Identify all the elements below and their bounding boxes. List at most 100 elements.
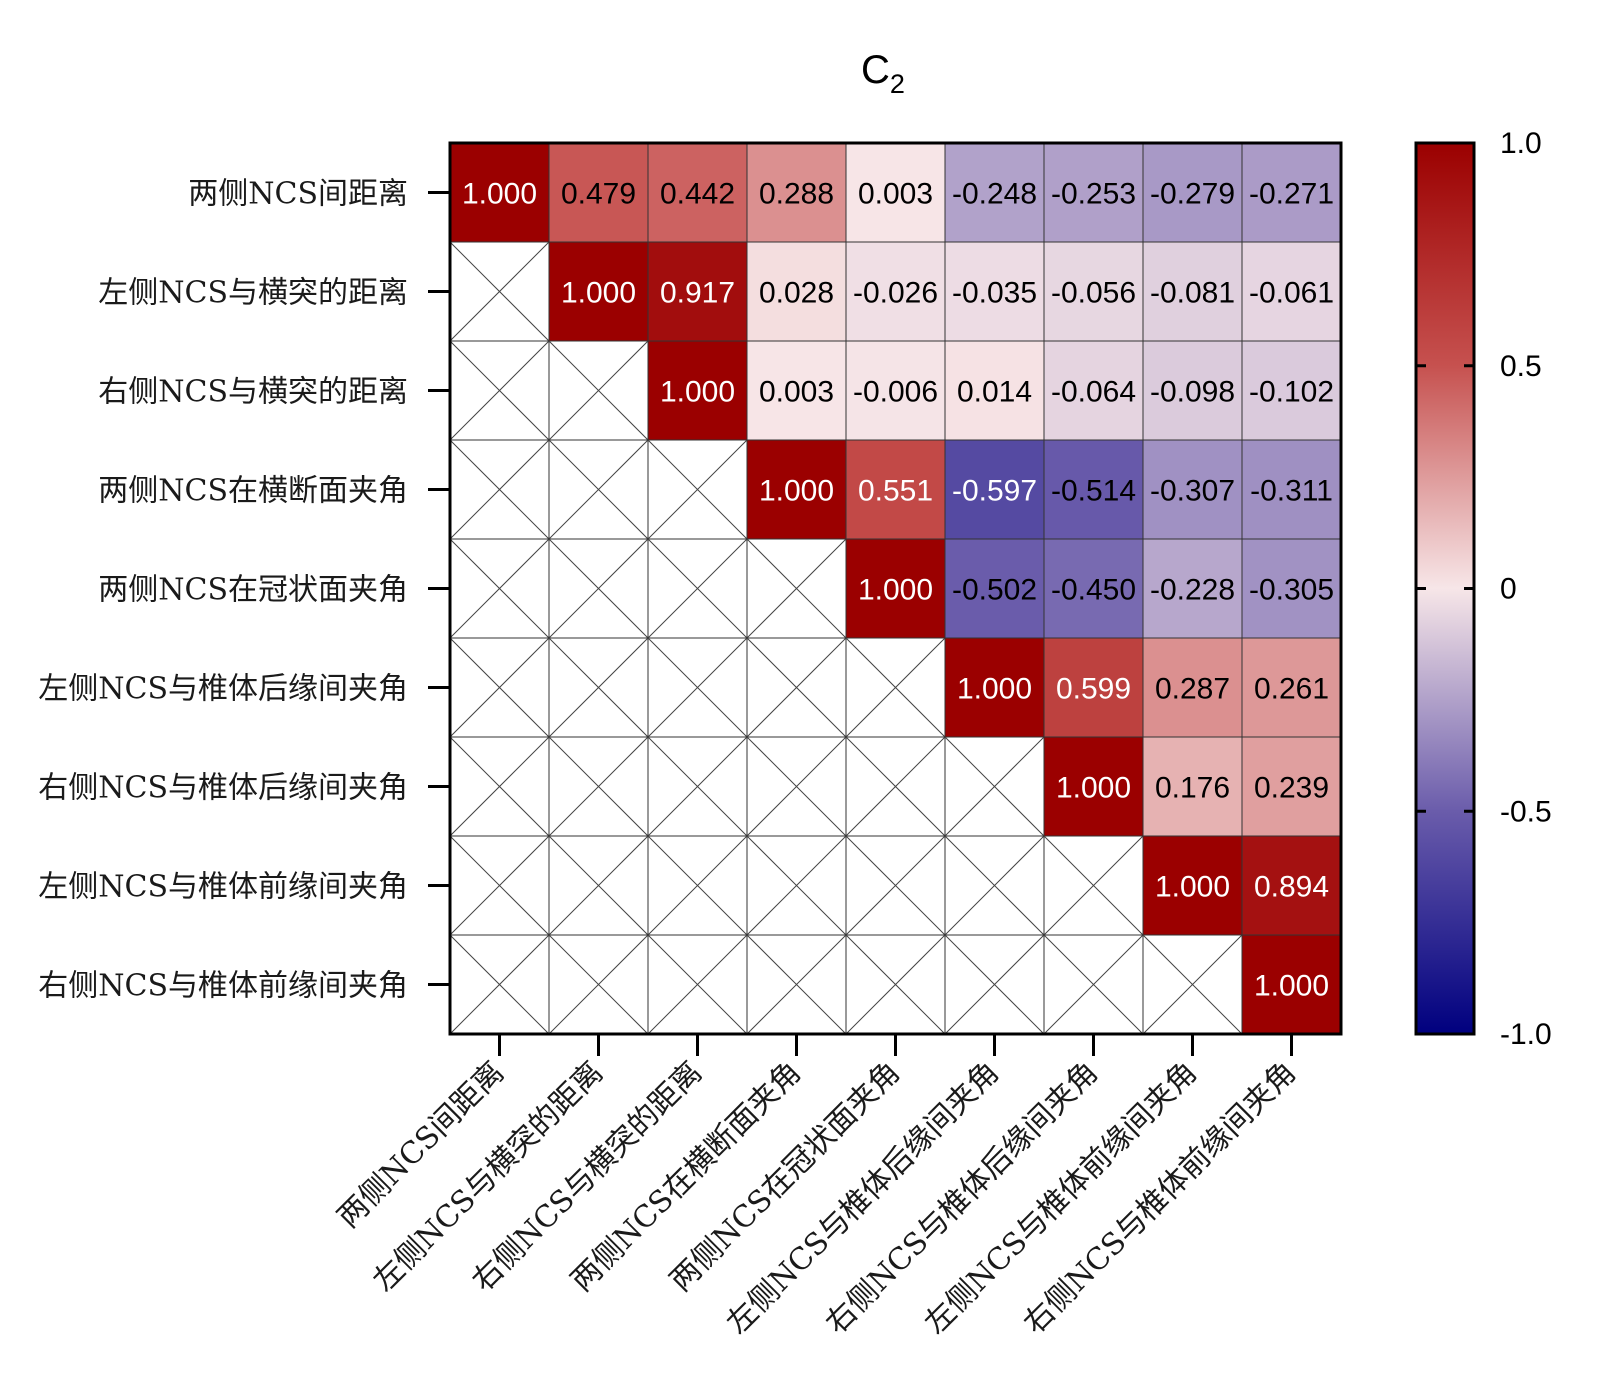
empty-cell-cross <box>449 538 550 639</box>
heatmap-cell-value: -0.502 <box>952 574 1037 607</box>
empty-cell-cross <box>944 736 1045 837</box>
empty-cell-cross <box>845 934 946 1035</box>
heatmap-cell: -0.271 <box>1241 142 1342 243</box>
empty-cell <box>449 736 550 837</box>
heatmap-cell-fill <box>944 340 1045 441</box>
empty-cell-cross <box>548 538 649 639</box>
heatmap-cell-fill <box>944 637 1045 738</box>
row-label: 左侧NCS与横突的距离 <box>98 276 408 311</box>
heatmap-cell-value: 0.287 <box>1155 673 1230 706</box>
heatmap-cell-fill <box>845 241 946 342</box>
heatmap-cell: 1.000 <box>449 142 550 243</box>
heatmap-cell-fill <box>1142 241 1243 342</box>
chart-title: C2 <box>861 48 905 99</box>
heatmap-cell: 0.176 <box>1142 736 1243 837</box>
empty-cell <box>1043 835 1144 936</box>
heatmap-cell-value: -0.514 <box>1051 475 1136 508</box>
heatmap-cell: 0.014 <box>944 340 1045 441</box>
heatmap-cell-value: 1.000 <box>1155 871 1230 904</box>
colorbar-tick-label: -0.5 <box>1500 795 1552 828</box>
empty-cell-cross <box>647 538 748 639</box>
chart-title-main: C <box>861 48 890 92</box>
heatmap-cell-value: 0.479 <box>561 178 636 211</box>
heatmap-cell-value: 0.003 <box>759 376 834 409</box>
heatmap-cell-value: 0.028 <box>759 277 834 310</box>
row-label: 右侧NCS与椎体后缘间夹角 <box>38 771 408 806</box>
heatmap-cell-value: 0.261 <box>1254 673 1329 706</box>
heatmap-cell: 0.599 <box>1043 637 1144 738</box>
heatmap-cell-value: 0.014 <box>957 376 1032 409</box>
empty-cell-cross <box>1142 934 1243 1035</box>
heatmap-cell-value: -0.311 <box>1250 475 1333 508</box>
heatmap-cell-value: 1.000 <box>858 574 933 607</box>
heatmap-cell-value: -0.253 <box>1051 178 1136 211</box>
heatmap-cell-value: 0.599 <box>1056 673 1131 706</box>
empty-cell <box>845 934 946 1035</box>
empty-cell-cross <box>449 934 550 1035</box>
heatmap-cell-fill <box>845 142 946 243</box>
heatmap-cell: -0.006 <box>845 340 946 441</box>
empty-cell <box>647 538 748 639</box>
heatmap-cell-fill <box>1241 637 1342 738</box>
empty-cell <box>647 637 748 738</box>
heatmap-cell-fill <box>1142 538 1243 639</box>
heatmap-cell: -0.307 <box>1142 439 1243 540</box>
heatmap-cell-value: -0.102 <box>1249 376 1334 409</box>
heatmap-cell-value: -0.098 <box>1150 376 1235 409</box>
heatmap-cell: 0.479 <box>548 142 649 243</box>
heatmap-cell: 0.917 <box>647 241 748 342</box>
heatmap-cell-value: 1.000 <box>1056 772 1131 805</box>
empty-cell <box>449 934 550 1035</box>
heatmap-cell-fill <box>1043 241 1144 342</box>
heatmap-cell-value: -0.026 <box>853 277 938 310</box>
row-labels: 两侧NCS间距离左侧NCS与横突的距离右侧NCS与横突的距离两侧NCS在横断面夹… <box>38 177 450 1004</box>
empty-cell-cross <box>746 736 847 837</box>
heatmap-cell: -0.305 <box>1241 538 1342 639</box>
heatmap-cell-fill <box>449 142 550 243</box>
heatmap-cell: -0.056 <box>1043 241 1144 342</box>
heatmap-cell: -0.502 <box>944 538 1045 639</box>
heatmap-cell-value: 0.894 <box>1254 871 1329 904</box>
empty-cell-cross <box>548 340 649 441</box>
heatmap-cell: 0.551 <box>845 439 946 540</box>
heatmap-cell: 1.000 <box>548 241 649 342</box>
empty-cell <box>449 538 550 639</box>
heatmap-cell-value: -0.248 <box>952 178 1037 211</box>
heatmap-cell: -0.248 <box>944 142 1045 243</box>
colorbar-tick-label: 1.0 <box>1500 127 1542 160</box>
empty-cell-cross <box>746 934 847 1035</box>
empty-cell-cross <box>548 835 649 936</box>
heatmap-cell-value: 1.000 <box>1254 970 1329 1003</box>
heatmap-cell: 0.239 <box>1241 736 1342 837</box>
heatmap-cell-fill <box>1241 241 1342 342</box>
heatmap-cell-fill <box>647 241 748 342</box>
empty-cell-cross <box>647 736 748 837</box>
heatmap-cell-value: 1.000 <box>561 277 636 310</box>
heatmap-cell: -0.450 <box>1043 538 1144 639</box>
heatmap-cell: -0.064 <box>1043 340 1144 441</box>
empty-cell-cross <box>1043 835 1144 936</box>
heatmap-cell-fill <box>1043 637 1144 738</box>
empty-cell <box>548 637 649 738</box>
empty-cell <box>746 934 847 1035</box>
empty-cell-cross <box>647 637 748 738</box>
heatmap-cell-value: -0.228 <box>1150 574 1235 607</box>
heatmap-cell: -0.035 <box>944 241 1045 342</box>
colorbar-tick-label: -1.0 <box>1500 1018 1552 1051</box>
heatmap-cell-fill <box>1241 340 1342 441</box>
row-label: 右侧NCS与椎体前缘间夹角 <box>38 969 408 1004</box>
heatmap-cell-fill <box>1241 439 1342 540</box>
empty-cell <box>944 934 1045 1035</box>
heatmap-cell-fill <box>1142 142 1243 243</box>
heatmap-cell-value: 0.917 <box>660 277 735 310</box>
empty-cell-cross <box>746 835 847 936</box>
heatmap-cell: -0.311 <box>1241 439 1342 540</box>
heatmap-cell-value: 0.288 <box>759 178 834 211</box>
empty-cell-cross <box>647 439 748 540</box>
empty-cell <box>746 835 847 936</box>
colorbar: 1.0 0.5 0 -0.5 -1.0 <box>1414 127 1552 1051</box>
heatmap-cell-fill <box>1241 934 1342 1035</box>
empty-cell-cross <box>845 637 946 738</box>
empty-cell <box>845 835 946 936</box>
